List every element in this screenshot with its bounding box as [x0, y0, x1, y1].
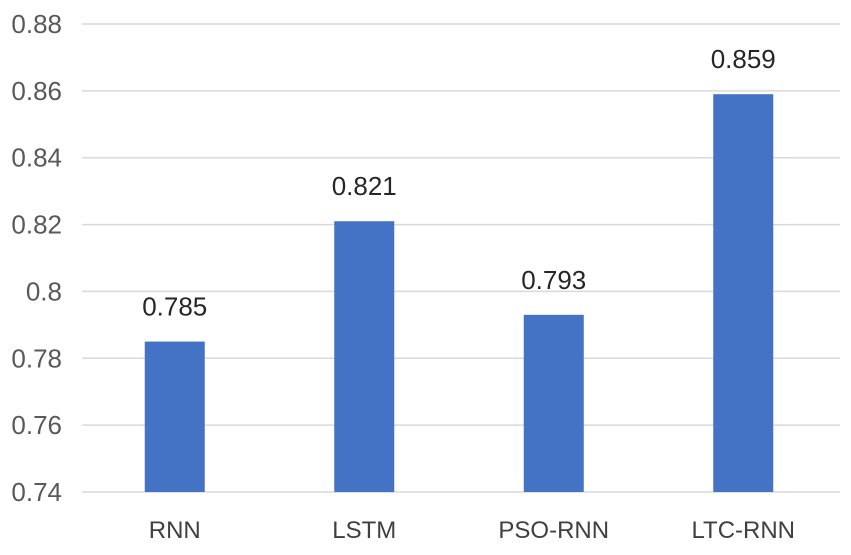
- data-label-ltc-rnn: 0.859: [711, 44, 776, 74]
- data-label-lstm: 0.821: [332, 171, 397, 201]
- y-tick-label: 0.78: [11, 343, 62, 373]
- x-category-label-lstm: LSTM: [332, 517, 396, 544]
- x-axis-category-labels: RNN LSTM PSO-RNN LTC-RNN: [149, 517, 795, 544]
- y-axis-tick-labels: 0.74 0.76 0.78 0.8 0.82 0.84 0.86 0.88: [11, 9, 62, 507]
- y-tick-label: 0.82: [11, 210, 62, 240]
- x-category-label-pso-rnn: PSO-RNN: [498, 517, 609, 544]
- y-tick-label: 0.86: [11, 76, 62, 106]
- y-tick-label: 0.74: [11, 477, 62, 507]
- x-category-label-ltc-rnn: LTC-RNN: [691, 517, 795, 544]
- bar-rnn: [144, 341, 205, 492]
- y-tick-label: 0.88: [11, 9, 62, 39]
- bar-ltc-rnn: [713, 94, 774, 492]
- bar-pso-rnn: [523, 314, 584, 492]
- grid-lines: [82, 23, 840, 493]
- bar-lstm: [334, 221, 395, 492]
- y-tick-label: 0.8: [26, 276, 62, 306]
- x-category-label-rnn: RNN: [149, 517, 201, 544]
- bars: [144, 94, 774, 492]
- y-tick-label: 0.76: [11, 410, 62, 440]
- data-labels: 0.785 0.821 0.793 0.859: [142, 44, 776, 321]
- y-tick-label: 0.84: [11, 143, 62, 173]
- data-label-pso-rnn: 0.793: [521, 265, 586, 295]
- data-label-rnn: 0.785: [142, 292, 207, 322]
